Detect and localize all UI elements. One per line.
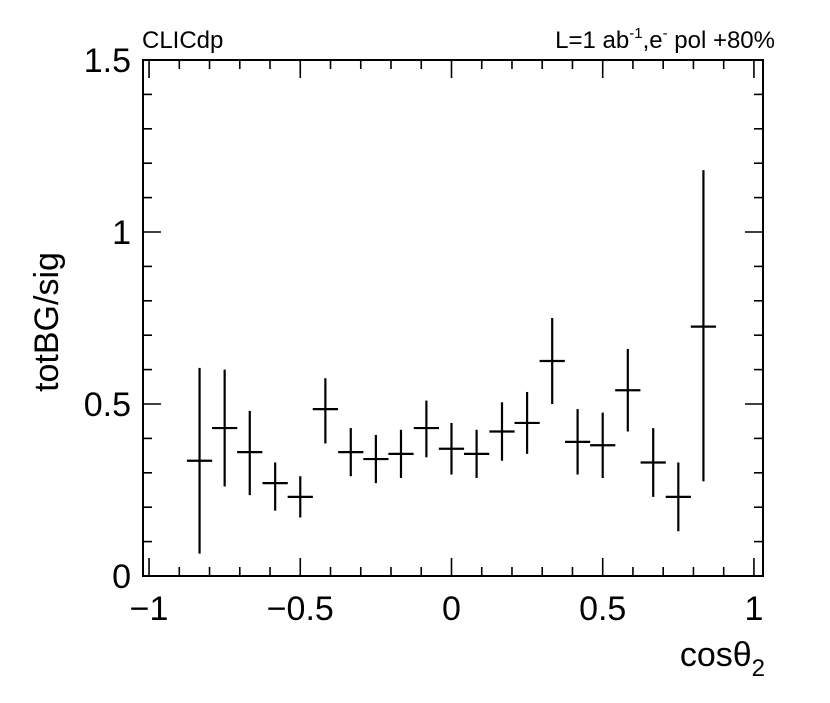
data-point (212, 369, 238, 487)
data-point (438, 422, 465, 475)
data-point (539, 318, 565, 404)
luminosity-polarization-label: L=1 ab-1,e- pol +80% (555, 25, 775, 54)
data-point (590, 412, 616, 478)
x-tick-label: 1 (744, 590, 763, 628)
data-point (489, 402, 515, 461)
y-tick-label: 1.5 (84, 42, 131, 80)
data-point (312, 378, 338, 444)
plot-frame (142, 59, 764, 577)
data-point (640, 428, 666, 497)
data-point (615, 348, 641, 432)
data-point (413, 400, 439, 458)
clicdp-label: CLICdp (142, 27, 223, 54)
y-axis-title: totBG/sig (28, 252, 66, 392)
x-tick-label: 0 (442, 590, 461, 628)
y-tick-label: 0.5 (84, 386, 131, 424)
y-tick-label: 0 (112, 558, 131, 596)
data-series (186, 170, 717, 554)
x-tick-label: −1 (130, 590, 169, 628)
data-point (287, 476, 313, 518)
data-point (338, 428, 364, 477)
x-tick-label: −0.5 (267, 590, 334, 628)
data-point (690, 170, 717, 482)
data-point (388, 429, 414, 478)
data-point (363, 434, 389, 484)
data-point (463, 429, 490, 478)
x-axis: −1 −0.5 0 0.5 1 (130, 60, 763, 628)
x-tick-label: 0.5 (579, 590, 626, 628)
y-tick-label: 1 (112, 214, 131, 252)
data-point (186, 367, 213, 554)
data-point (665, 462, 691, 532)
data-point (237, 410, 263, 496)
y-axis: 0 0.5 1 1.5 (84, 42, 763, 596)
data-point (262, 462, 288, 511)
x-axis-title: cosθ2 (680, 636, 765, 682)
data-point (564, 409, 591, 475)
data-point (514, 391, 540, 454)
